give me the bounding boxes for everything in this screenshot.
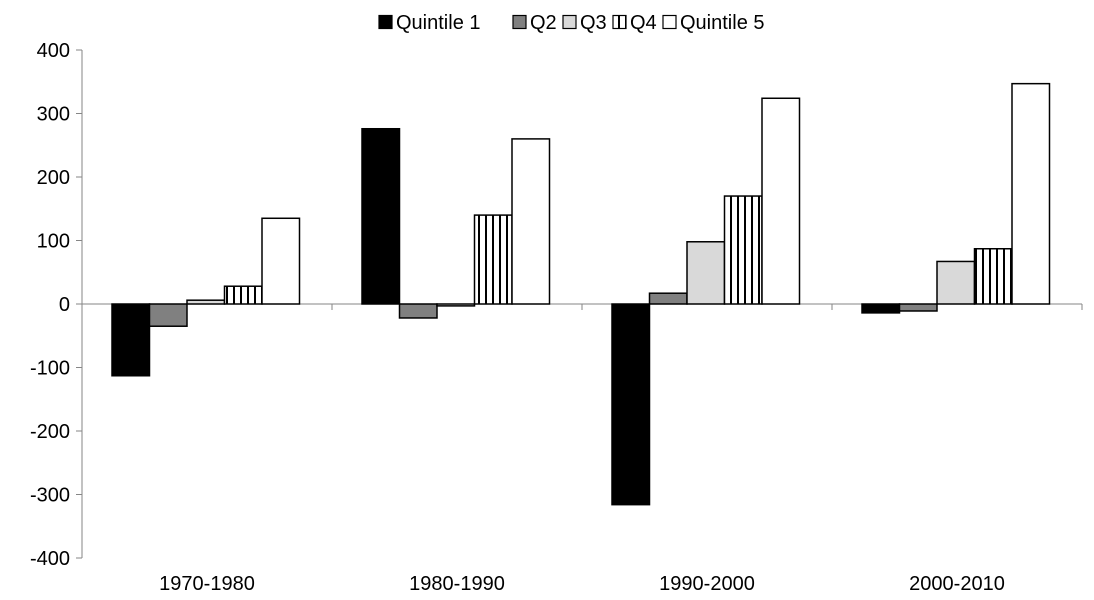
y-tick-label: 100 — [37, 231, 70, 253]
bar-q4-1990-2000 — [723, 195, 763, 305]
bar-q2-1980-1990 — [398, 303, 438, 319]
x-tick-label-2000-2010: 2000-2010 — [909, 573, 1005, 595]
x-tick-label-1980-1990: 1980-1990 — [409, 573, 505, 595]
y-axis: -400 -300 -200 -100 0 100 200 300 400 — [30, 40, 83, 570]
y-tick-label: 200 — [37, 167, 70, 189]
legend-swatch-quintile-1 — [378, 14, 393, 30]
bar-quintile-5-1990-2000 — [761, 97, 801, 305]
bar-quintile-1-1980-1990 — [361, 127, 401, 305]
bar-q3-1970-1980 — [186, 299, 226, 305]
legend-label-q4: Q4 — [630, 12, 657, 34]
bar-q4-1980-1990 — [473, 214, 513, 305]
legend-swatch-q4 — [612, 14, 627, 30]
bar-q2-2000-2010 — [898, 303, 938, 312]
bar-quintile-5-1970-1980 — [261, 217, 301, 305]
bar-quintile-1-1970-1980 — [111, 303, 151, 377]
y-tick-label: -400 — [30, 548, 70, 570]
bar-quintile-1-1990-2000 — [611, 303, 651, 506]
y-tick-label: 400 — [37, 40, 70, 62]
bar-q2-1990-2000 — [648, 292, 688, 305]
legend-label-q2: Q2 — [530, 12, 557, 34]
bar-q3-2000-2010 — [936, 260, 976, 305]
y-tick-label: -200 — [30, 421, 70, 443]
legend-item-q4: Q4 — [612, 12, 657, 34]
bar-q2-1970-1980 — [148, 303, 188, 327]
legend-swatch-quintile-5 — [662, 14, 677, 30]
legend-label-q3: Q3 — [580, 12, 607, 34]
bar-q3-1980-1990 — [436, 303, 476, 307]
legend-item-q2: Q2 — [512, 12, 557, 34]
y-tick-label: -300 — [30, 485, 70, 507]
legend-item-q3: Q3 — [562, 12, 607, 34]
bar-q4-2000-2010 — [973, 248, 1013, 305]
bars — [111, 82, 1051, 506]
bar-quintile-1-2000-2010 — [861, 303, 901, 314]
x-tick-label-1990-2000: 1990-2000 — [659, 573, 755, 595]
y-tick-label: -100 — [30, 358, 70, 380]
bar-q3-1990-2000 — [686, 241, 726, 305]
bar-q4-1970-1980 — [223, 285, 263, 305]
legend-label-quintile-1: Quintile 1 — [396, 12, 481, 34]
legend-item-quintile-1: Quintile 1 — [378, 12, 481, 34]
legend-item-quintile-5: Quintile 5 — [662, 12, 765, 34]
x-tick-label-1970-1980: 1970-1980 — [159, 573, 255, 595]
y-tick-label: 300 — [37, 104, 70, 126]
y-tick-label: 0 — [59, 294, 70, 316]
legend: Quintile 1 Q2 Q3 Q4 Quintile 5 — [378, 12, 765, 34]
legend-swatch-q3 — [562, 14, 577, 30]
legend-swatch-q2 — [512, 14, 527, 30]
bar-quintile-5-1980-1990 — [511, 138, 551, 305]
legend-label-quintile-5: Quintile 5 — [680, 12, 765, 34]
x-axis: 1970-1980 1980-1990 1990-2000 2000-2010 — [81, 303, 1083, 595]
bar-quintile-5-2000-2010 — [1011, 82, 1051, 305]
